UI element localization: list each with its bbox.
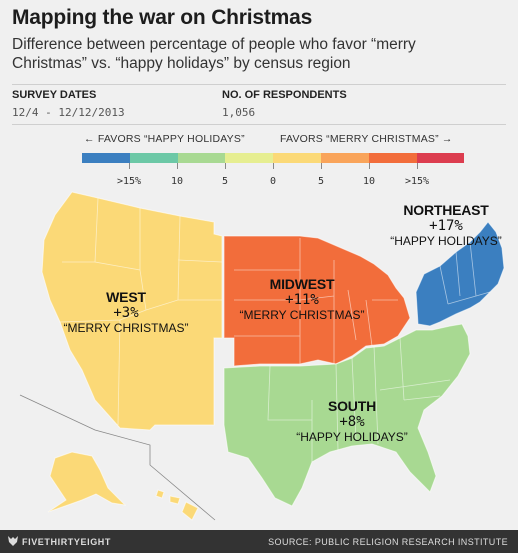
respondents-label: NO. OF RESPONDENTS bbox=[222, 89, 347, 101]
midwest-label: MIDWEST +11% “MERRY CHRISTMAS” bbox=[240, 276, 365, 322]
tick-label: 5 bbox=[221, 176, 229, 187]
tick-mark bbox=[321, 163, 322, 169]
tick-label: 0 bbox=[269, 176, 277, 187]
tick-mark bbox=[129, 163, 130, 169]
region-west bbox=[41, 191, 223, 521]
region-preference: “MERRY CHRISTMAS” bbox=[63, 321, 189, 335]
brand-name: FIVETHIRTYEIGHT bbox=[22, 537, 112, 547]
region-preference: “MERRY CHRISTMAS” bbox=[239, 308, 365, 322]
color-scale bbox=[82, 153, 465, 163]
region-value: +8% bbox=[339, 414, 365, 430]
tick-label: 5 bbox=[317, 176, 325, 187]
region-name: NORTHEAST bbox=[403, 202, 489, 218]
south-shape bbox=[223, 323, 471, 507]
inset-guides bbox=[19, 394, 216, 521]
region-value: +3% bbox=[113, 305, 139, 321]
west-label: WEST +3% “MERRY CHRISTMAS” bbox=[64, 289, 189, 335]
chart-title: Mapping the war on Christmas bbox=[12, 6, 313, 29]
hawaii-shape bbox=[155, 489, 199, 521]
tick-mark bbox=[177, 163, 178, 169]
legend-swatch-1 bbox=[129, 153, 178, 163]
alaska-shape bbox=[47, 451, 127, 513]
chart-subtitle: Difference between percentage of people … bbox=[12, 36, 416, 72]
footer-bar: FIVETHIRTYEIGHT SOURCE: PUBLIC RELIGION … bbox=[0, 530, 518, 553]
legend-heading-happy-holidays: ← FAVORS “HAPPY HOLIDAYS” bbox=[84, 133, 245, 145]
legend-swatch-4 bbox=[273, 153, 321, 163]
tick-label: >15% bbox=[404, 176, 430, 187]
legend-swatch-6 bbox=[368, 153, 417, 163]
region-preference: “HAPPY HOLIDAYS” bbox=[296, 430, 408, 444]
region-south bbox=[223, 323, 471, 507]
survey-dates-value: 12/4 - 12/12/2013 bbox=[12, 106, 125, 119]
legend-swatch-5 bbox=[320, 153, 369, 163]
divider bbox=[12, 124, 506, 125]
legend-swatch-7 bbox=[416, 153, 465, 163]
tick-label: 10 bbox=[170, 176, 184, 187]
tick-mark bbox=[273, 163, 274, 169]
divider bbox=[12, 84, 506, 85]
region-name: WEST bbox=[106, 289, 146, 305]
tick-label: 10 bbox=[362, 176, 376, 187]
survey-dates-label: SURVEY DATES bbox=[12, 89, 97, 101]
region-value: +17% bbox=[429, 218, 463, 234]
legend-swatch-3 bbox=[225, 153, 274, 163]
respondents-value: 1,056 bbox=[222, 106, 256, 119]
south-label: SOUTH +8% “HAPPY HOLIDAYS” bbox=[296, 398, 408, 444]
legend-swatch-2 bbox=[177, 153, 226, 163]
tick-label: >15% bbox=[116, 176, 142, 187]
legend-swatch-0 bbox=[82, 153, 130, 163]
region-value: +11% bbox=[285, 292, 319, 308]
source-credit: SOURCE: PUBLIC RELIGION RESEARCH INSTITU… bbox=[268, 537, 508, 547]
northeast-label: NORTHEAST +17% “HAPPY HOLIDAYS” bbox=[390, 202, 502, 248]
legend-heading-merry-christmas: FAVORS “MERRY CHRISTMAS” → bbox=[280, 133, 453, 145]
state-borders bbox=[59, 197, 491, 462]
region-preference: “HAPPY HOLIDAYS” bbox=[390, 234, 502, 248]
tick-mark bbox=[417, 163, 418, 169]
region-name: MIDWEST bbox=[269, 276, 335, 292]
midwest-shape bbox=[223, 235, 411, 367]
region-midwest bbox=[223, 235, 411, 367]
tick-mark bbox=[369, 163, 370, 169]
tick-mark bbox=[225, 163, 226, 169]
region-name: SOUTH bbox=[327, 398, 376, 414]
fox-logo-icon bbox=[8, 536, 18, 546]
west-shape bbox=[41, 191, 223, 431]
